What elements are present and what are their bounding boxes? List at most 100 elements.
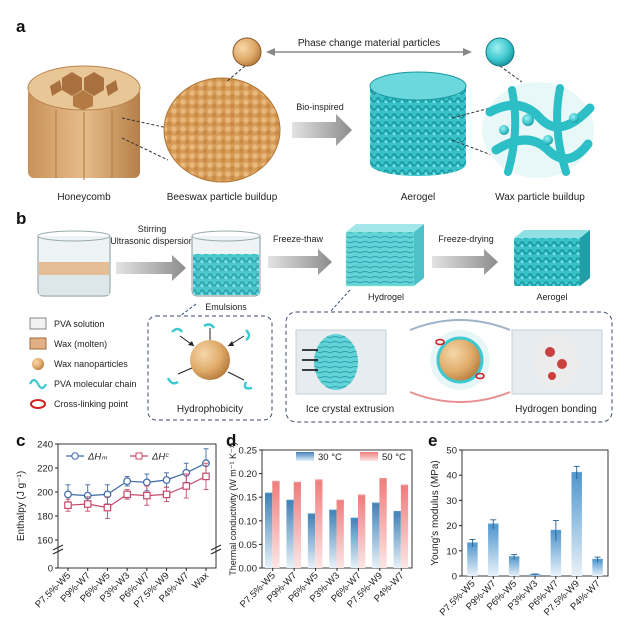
y-tick-label: 40 xyxy=(446,471,457,482)
inset-crystal-bonding xyxy=(285,311,613,423)
chart-c: c 0 160 180 200 220 240 Enthalpy (J g⁻¹) P7.5%… xyxy=(16,431,222,610)
legend-swatch xyxy=(360,452,378,461)
stirring-arrow xyxy=(116,255,186,281)
legend-swatch-wax-nanoparticle xyxy=(32,358,44,370)
zoom-line xyxy=(225,65,246,83)
legend-pva-chain: PVA molecular chain xyxy=(54,379,136,389)
bar xyxy=(571,472,582,576)
y-tick-label: 0.20 xyxy=(239,469,258,480)
data-point xyxy=(142,478,151,487)
bar xyxy=(272,481,280,568)
data-point xyxy=(182,482,191,490)
caption-honeycomb: Honeycomb xyxy=(57,192,111,203)
chart-c-category-labels: P7.5%-W5P9%-W7P6%-W5P3%-W3P6%-W7P7.5%-W9… xyxy=(33,568,211,610)
bar xyxy=(592,559,603,576)
freeze-thaw-arrow xyxy=(268,249,332,275)
data-point xyxy=(162,476,171,484)
label-hydrogen-bonding: Hydrogen bonding xyxy=(515,404,597,415)
bar xyxy=(372,503,380,568)
beaker-emulsions xyxy=(191,230,261,297)
aerogel-cylinder xyxy=(369,71,467,176)
label-hydrophobicity: Hydrophobicity xyxy=(177,404,243,415)
chart-c-legend: ΔHₘ ΔHᶜ xyxy=(66,452,169,463)
y-tick-label: 0.00 xyxy=(239,564,258,575)
bar xyxy=(350,518,358,568)
chart-e: e 0 10 20 30 40 50 Young's modulus (MPa) P7.5%… xyxy=(428,431,609,618)
bar xyxy=(329,510,337,568)
inset-hydrophobicity xyxy=(147,315,273,421)
connector-line xyxy=(451,107,491,119)
y-tick-label: 20 xyxy=(446,521,457,532)
legend-swatch-pva-chain xyxy=(29,378,47,390)
bar xyxy=(293,482,301,568)
connector-line xyxy=(451,139,495,157)
honeycomb-illustration xyxy=(27,65,141,180)
caption-aerogel: Aerogel xyxy=(401,192,435,203)
chart-c-series xyxy=(64,448,210,519)
data-point xyxy=(83,500,92,508)
data-point xyxy=(123,477,132,486)
wax-zoom-circle xyxy=(485,37,515,67)
y-tick-label: 0 xyxy=(452,572,457,583)
bio-inspired-arrow xyxy=(292,114,352,146)
connector-line xyxy=(121,117,169,129)
step-freeze-drying: Freeze-drying xyxy=(438,234,494,244)
data-point xyxy=(143,491,151,500)
panel-b-legend: PVA solution Wax (molten) Wax nanopartic… xyxy=(29,317,136,409)
y-tick-label: 200 xyxy=(37,488,53,499)
label-aerogel-b: Aerogel xyxy=(536,292,567,302)
legend-swatch-wax-molten xyxy=(29,337,47,350)
legend-marker xyxy=(135,452,143,460)
y-tick-label: 10 xyxy=(446,546,457,557)
legend-crosslink: Cross-linking point xyxy=(54,399,129,409)
bar xyxy=(400,485,409,568)
beeswax-zoom-circle xyxy=(232,37,262,67)
step-ultrasonic: Ultrasonic dispersion xyxy=(110,236,194,246)
chart-c-axes xyxy=(52,443,222,569)
y-tick-label: 30 xyxy=(446,496,457,507)
step-freeze-thaw: Freeze-thaw xyxy=(273,234,324,244)
legend-label: 50 °C xyxy=(382,452,406,463)
bar xyxy=(508,557,520,576)
beaker-pva-wax xyxy=(37,230,111,297)
chart-d-category-labels: P7.5%-W5P9%-W7P6%-W5P3%-W3P6%-W7P7.5%-W9… xyxy=(238,568,406,610)
data-point xyxy=(64,490,72,499)
axis-break-left xyxy=(52,544,64,555)
bio-inspired-label: Bio-inspired xyxy=(296,102,344,112)
series-line xyxy=(67,462,207,497)
bar xyxy=(265,493,273,568)
caption-wax-buildup: Wax particle buildup xyxy=(495,192,585,203)
y-tick-label: 50 xyxy=(446,446,457,457)
y-tick-label: 0.25 xyxy=(239,446,258,457)
chart-e-bars xyxy=(467,465,603,576)
legend-pva-solution: PVA solution xyxy=(54,319,104,329)
axis-break-right xyxy=(210,544,222,555)
bar xyxy=(550,530,562,576)
data-point xyxy=(103,503,112,512)
y-tick-label: 0.10 xyxy=(239,516,258,527)
legend-wax-molten: Wax (molten) xyxy=(54,339,107,349)
bar xyxy=(336,500,344,568)
data-point xyxy=(123,490,131,499)
chart-d-legend: 30 °C 50 °C xyxy=(296,452,406,463)
bar xyxy=(307,514,316,568)
y-tick-label: 180 xyxy=(37,512,53,523)
y-axis-label: Young's modulus (MPa) xyxy=(430,460,441,565)
legend-label: 30 °C xyxy=(318,452,342,463)
step-stirring: Stirring xyxy=(138,224,167,234)
freeze-drying-arrow xyxy=(432,249,498,275)
chart-c-ticks: 0 160 180 200 220 240 Enthalpy (J g⁻¹) xyxy=(16,440,58,575)
y-axis-label: Enthalpy (J g⁻¹) xyxy=(16,471,27,541)
wax-particle-network xyxy=(482,82,595,178)
label-hydrogel: Hydrogel xyxy=(368,292,404,302)
beeswax-particle-pile xyxy=(163,77,281,183)
label-ice-crystal: Ice crystal extrusion xyxy=(306,404,394,415)
panel-a: a Phase change material xyxy=(16,17,595,203)
legend-swatch xyxy=(296,452,314,461)
legend-swatch-pva-solution xyxy=(29,317,47,330)
caption-beeswax-buildup: Beeswax particle buildup xyxy=(167,192,278,203)
y-axis-label: Thermal conductivity (W m⁻¹ K⁻¹) xyxy=(228,442,238,576)
